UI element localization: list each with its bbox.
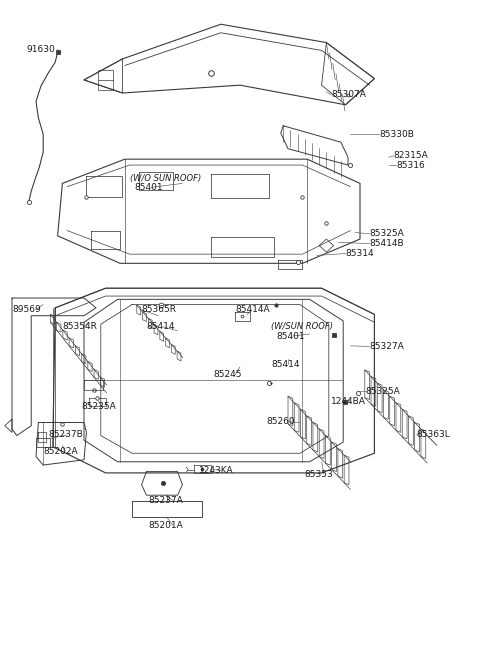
Text: 85325A: 85325A <box>370 229 404 238</box>
Text: 85414: 85414 <box>146 322 175 331</box>
Text: 85237A: 85237A <box>149 496 183 505</box>
Text: 85414A: 85414A <box>235 305 270 314</box>
Text: 85201A: 85201A <box>149 521 183 530</box>
Text: 85260: 85260 <box>266 417 295 426</box>
Text: 85202A: 85202A <box>43 447 78 457</box>
Text: 91630: 91630 <box>26 45 55 54</box>
Text: 1244BA: 1244BA <box>331 397 366 406</box>
Text: 85353: 85353 <box>305 470 334 479</box>
Text: 85401: 85401 <box>134 183 163 192</box>
Text: 85316: 85316 <box>396 160 425 170</box>
Text: 85325A: 85325A <box>366 386 400 396</box>
Text: 89569: 89569 <box>12 305 41 314</box>
Text: 85330B: 85330B <box>379 130 414 139</box>
Text: (W/O SUN ROOF): (W/O SUN ROOF) <box>130 174 201 183</box>
Text: 85327A: 85327A <box>370 342 404 351</box>
Text: 85235A: 85235A <box>82 402 116 411</box>
Text: 85414: 85414 <box>271 360 300 369</box>
Text: 85363L: 85363L <box>417 430 450 440</box>
Text: (W/SUN ROOF): (W/SUN ROOF) <box>271 322 333 331</box>
Bar <box>98 70 113 81</box>
Text: 85354R: 85354R <box>62 322 97 331</box>
Text: 85237B: 85237B <box>48 430 83 440</box>
Text: 85414B: 85414B <box>370 239 404 248</box>
Text: 85314: 85314 <box>346 249 374 258</box>
Text: 85401: 85401 <box>276 331 305 341</box>
Bar <box>98 80 113 90</box>
Text: 1243KA: 1243KA <box>199 466 234 475</box>
Text: 85307A: 85307A <box>331 90 366 100</box>
Text: 85365R: 85365R <box>142 305 177 314</box>
Text: 82315A: 82315A <box>394 151 428 160</box>
Text: 85245: 85245 <box>214 370 242 379</box>
